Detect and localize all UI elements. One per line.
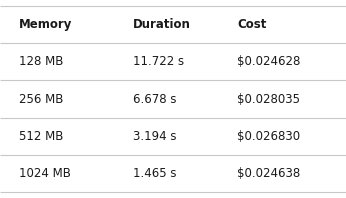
Text: Duration: Duration	[133, 18, 191, 31]
Text: 3.194 s: 3.194 s	[133, 130, 177, 143]
Text: Cost: Cost	[237, 18, 266, 31]
Text: Memory: Memory	[19, 18, 72, 31]
Text: 512 MB: 512 MB	[19, 130, 63, 143]
Text: $0.026830: $0.026830	[237, 130, 300, 143]
Text: 6.678 s: 6.678 s	[133, 92, 177, 106]
Text: $0.024628: $0.024628	[237, 55, 300, 68]
Text: $0.028035: $0.028035	[237, 92, 300, 106]
Text: 1.465 s: 1.465 s	[133, 167, 177, 180]
Text: 1024 MB: 1024 MB	[19, 167, 71, 180]
Text: 256 MB: 256 MB	[19, 92, 63, 106]
Text: $0.024638: $0.024638	[237, 167, 300, 180]
Text: 128 MB: 128 MB	[19, 55, 63, 68]
Text: 11.722 s: 11.722 s	[133, 55, 184, 68]
